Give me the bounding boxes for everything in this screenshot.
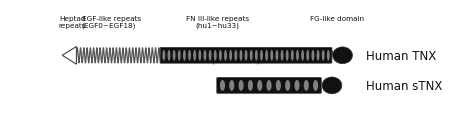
Ellipse shape bbox=[229, 80, 234, 91]
Ellipse shape bbox=[257, 80, 262, 91]
Ellipse shape bbox=[238, 80, 243, 91]
Ellipse shape bbox=[270, 50, 273, 61]
Ellipse shape bbox=[301, 50, 303, 61]
Ellipse shape bbox=[234, 50, 237, 61]
Ellipse shape bbox=[313, 80, 318, 91]
Text: Heptad
repeats: Heptad repeats bbox=[59, 15, 86, 28]
Ellipse shape bbox=[193, 50, 196, 61]
Text: TNX III-like repeats
(hu23~hu33): TNX III-like repeats (hu23~hu33) bbox=[201, 50, 269, 63]
Ellipse shape bbox=[162, 50, 165, 61]
Ellipse shape bbox=[198, 50, 201, 61]
Ellipse shape bbox=[294, 80, 299, 91]
Ellipse shape bbox=[182, 50, 185, 61]
Text: EGF-like repeats
(EGF0~EGF18): EGF-like repeats (EGF0~EGF18) bbox=[81, 15, 141, 29]
Ellipse shape bbox=[295, 50, 298, 61]
Ellipse shape bbox=[306, 50, 308, 61]
Ellipse shape bbox=[219, 80, 224, 91]
Ellipse shape bbox=[316, 50, 319, 61]
Ellipse shape bbox=[244, 50, 247, 61]
Ellipse shape bbox=[284, 80, 289, 91]
Ellipse shape bbox=[275, 80, 280, 91]
Ellipse shape bbox=[172, 50, 175, 61]
Ellipse shape bbox=[213, 50, 216, 61]
Ellipse shape bbox=[266, 80, 271, 91]
Ellipse shape bbox=[167, 50, 170, 61]
Ellipse shape bbox=[188, 50, 191, 61]
Text: FN III-like repeats
(hu1~hu33): FN III-like repeats (hu1~hu33) bbox=[186, 15, 249, 29]
Ellipse shape bbox=[280, 50, 283, 61]
Ellipse shape bbox=[248, 80, 253, 91]
Ellipse shape bbox=[275, 50, 278, 61]
Ellipse shape bbox=[249, 50, 252, 61]
Ellipse shape bbox=[203, 50, 206, 61]
Text: Human TNX: Human TNX bbox=[365, 49, 435, 62]
Ellipse shape bbox=[177, 50, 180, 61]
Ellipse shape bbox=[208, 50, 211, 61]
Ellipse shape bbox=[254, 50, 257, 61]
Ellipse shape bbox=[303, 80, 308, 91]
Ellipse shape bbox=[239, 50, 242, 61]
Ellipse shape bbox=[326, 50, 329, 61]
Polygon shape bbox=[62, 47, 76, 65]
Text: FG-like domain: FG-like domain bbox=[284, 50, 338, 56]
Ellipse shape bbox=[285, 50, 288, 61]
Ellipse shape bbox=[218, 50, 221, 61]
Ellipse shape bbox=[321, 50, 324, 61]
FancyBboxPatch shape bbox=[160, 48, 331, 63]
Ellipse shape bbox=[229, 50, 232, 61]
Ellipse shape bbox=[265, 50, 268, 61]
Ellipse shape bbox=[321, 77, 341, 94]
Ellipse shape bbox=[332, 47, 352, 64]
Ellipse shape bbox=[290, 50, 293, 61]
Ellipse shape bbox=[259, 50, 263, 61]
Ellipse shape bbox=[223, 50, 227, 61]
Text: FG-like domain: FG-like domain bbox=[309, 15, 364, 21]
Text: Human sTNX: Human sTNX bbox=[365, 79, 442, 92]
FancyBboxPatch shape bbox=[216, 78, 321, 93]
Ellipse shape bbox=[311, 50, 313, 61]
